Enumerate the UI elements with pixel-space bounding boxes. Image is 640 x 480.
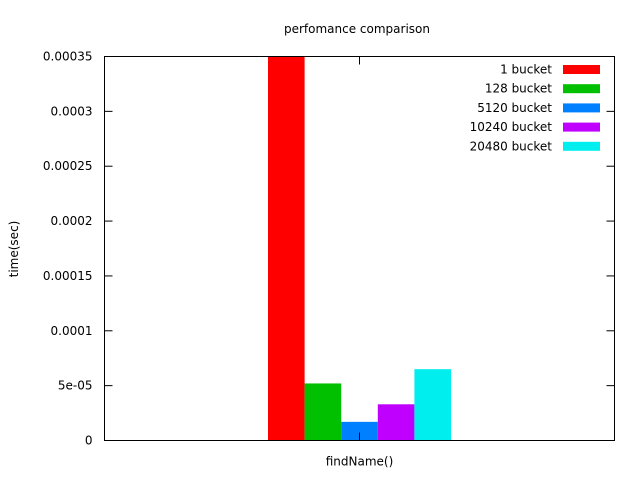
legend-swatch [563, 122, 600, 132]
y-tick-label: 0.00015 [43, 269, 93, 283]
y-tick-label: 0.00035 [43, 50, 93, 64]
legend-swatch [563, 84, 600, 94]
legend-label: 20480 bucket [470, 139, 553, 153]
bar-20480-bucket [414, 369, 451, 441]
y-axis: 0 5e-05 0.0001 0.00015 0.0002 0.00025 0.0003 0.… [43, 50, 615, 448]
bar-128-bucket [304, 383, 342, 441]
legend-swatch [563, 141, 600, 151]
bar-5120-bucket [341, 421, 378, 441]
x-tick-label: findName() [326, 455, 394, 469]
y-tick-label: 0 [85, 434, 93, 448]
legend-label: 5120 bucket [477, 101, 552, 115]
legend: 1 bucket 128 bucket 5120 bucket 10240 bucke… [470, 63, 600, 153]
legend-label: 1 bucket [500, 63, 552, 77]
chart-title: perfomance comparison [284, 22, 430, 36]
y-axis-label: time(sec) [7, 221, 21, 278]
bar-1-bucket [268, 56, 305, 441]
y-tick-label: 0.0001 [51, 324, 93, 338]
y-tick-label: 5e-05 [58, 379, 93, 393]
y-tick-label: 0.0002 [51, 214, 93, 228]
bar-10240-bucket [377, 404, 415, 441]
x-axis: findName() [326, 56, 394, 469]
plot-bars [268, 56, 451, 441]
legend-swatch [563, 103, 600, 113]
y-tick-label: 0.00025 [43, 159, 93, 173]
legend-label: 128 bucket [485, 82, 552, 96]
y-tick-label: 0.0003 [51, 104, 93, 118]
legend-swatch [563, 65, 600, 74]
legend-label: 10240 bucket [470, 120, 553, 134]
